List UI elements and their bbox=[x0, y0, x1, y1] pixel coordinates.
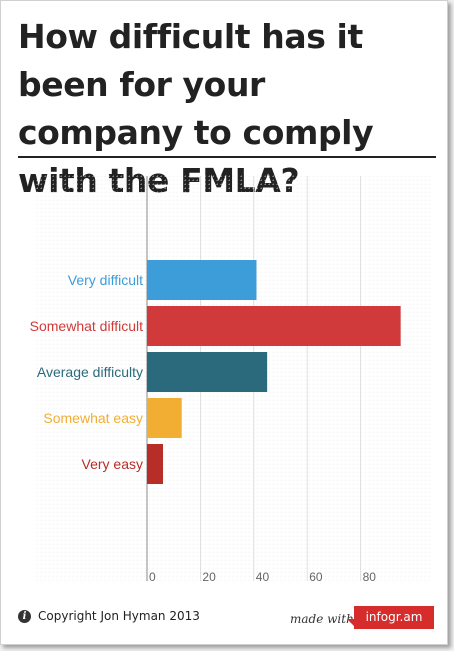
brand-badge-tail bbox=[347, 619, 355, 627]
category-label: Somewhat difficult bbox=[30, 318, 143, 334]
bar-very-easy bbox=[147, 444, 164, 484]
x-tick-label: 20 bbox=[202, 570, 216, 584]
chart-bars bbox=[147, 260, 401, 484]
category-label: Average difficulty bbox=[37, 364, 143, 380]
copyright-text: Copyright Jon Hyman 2013 bbox=[38, 609, 200, 623]
bar-somewhat-difficult bbox=[147, 306, 401, 346]
chart-title: How difficult has it been for your compa… bbox=[18, 17, 374, 200]
infogram-brand-badge[interactable]: infogr.am bbox=[354, 606, 434, 629]
bar-average-difficulty bbox=[147, 352, 268, 392]
x-tick-label: 60 bbox=[309, 570, 323, 584]
category-label: Very difficult bbox=[68, 272, 143, 288]
bar-chart: Very difficult Somewhat difficult Average … bbox=[30, 175, 431, 584]
x-tick-label: 80 bbox=[363, 570, 377, 584]
x-tick-label: 40 bbox=[256, 570, 270, 584]
copyright-block: i Copyright Jon Hyman 2013 bbox=[18, 609, 200, 623]
bar-very-difficult bbox=[147, 260, 257, 300]
category-label: Somewhat easy bbox=[43, 410, 143, 426]
category-label: Very easy bbox=[82, 456, 143, 472]
bar-somewhat-easy bbox=[147, 398, 182, 438]
title-rule bbox=[18, 156, 436, 158]
category-labels: Very difficult Somewhat difficult Average … bbox=[30, 272, 143, 472]
x-tick-label: 0 bbox=[149, 570, 156, 584]
x-tick-labels: 0 20 40 60 80 bbox=[149, 570, 376, 584]
infographic-card: How difficult has it been for your compa… bbox=[0, 0, 448, 645]
made-with-text: made with bbox=[290, 612, 354, 626]
info-icon: i bbox=[18, 609, 31, 623]
